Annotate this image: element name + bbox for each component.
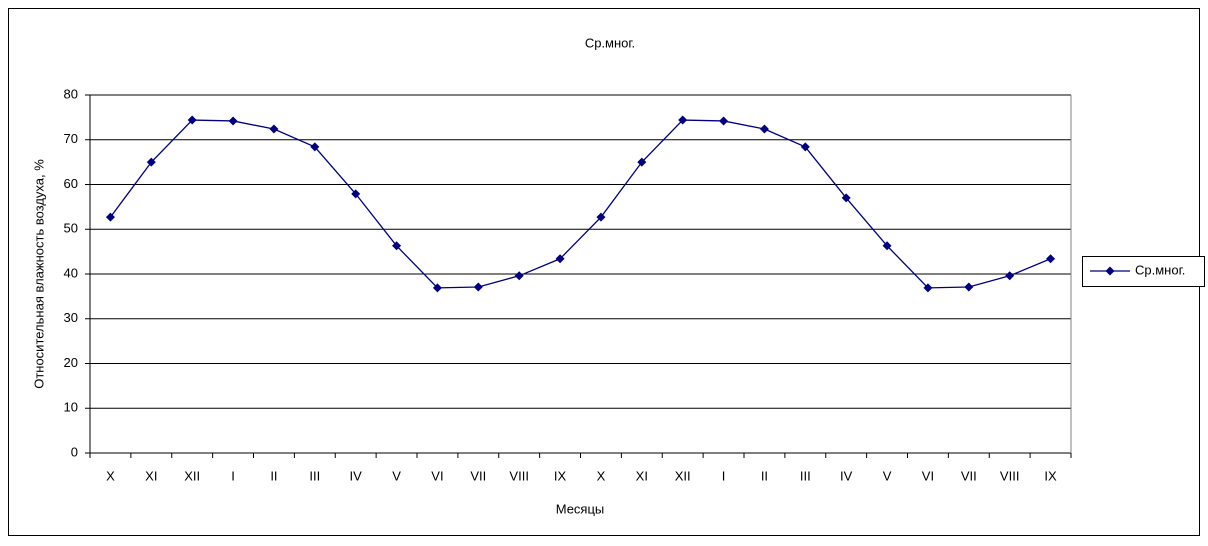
x-tick-label: VII [961, 468, 977, 483]
point [351, 189, 361, 199]
y-tick-label: 80 [64, 86, 78, 101]
x-tick-label: VI [431, 468, 443, 483]
chart-frame [8, 8, 1200, 536]
x-tick-label: II [270, 468, 277, 483]
y-tick-label: 0 [71, 444, 78, 459]
x-tick-label: VIII [1000, 468, 1020, 483]
x-tick-label: I [722, 468, 726, 483]
x-tick-label: III [309, 468, 320, 483]
x-tick-label: XI [145, 468, 157, 483]
y-axis-title: Относительная влажность воздуха, % [31, 159, 46, 389]
x-tick-label: X [597, 468, 606, 483]
y-tick-label: 30 [64, 310, 78, 325]
point [473, 282, 483, 292]
point [105, 212, 115, 222]
point [187, 115, 197, 125]
point [1046, 254, 1056, 264]
point [800, 142, 810, 152]
point [882, 241, 892, 251]
y-tick-label: 70 [64, 131, 78, 146]
point [310, 142, 320, 152]
x-tick-label: XI [636, 468, 648, 483]
x-tick-label: VII [470, 468, 486, 483]
point [596, 212, 606, 222]
x-tick-label: X [106, 468, 115, 483]
x-tick-label: IV [840, 468, 853, 483]
series-line [109, 119, 1051, 289]
y-tick-label: 50 [64, 221, 78, 236]
x-tick-label: XII [184, 468, 200, 483]
point [841, 193, 851, 203]
point [432, 283, 442, 293]
x-tick-label: V [392, 468, 401, 483]
x-tick-label: I [231, 468, 235, 483]
y-tick-label: 20 [64, 355, 78, 370]
point [964, 282, 974, 292]
point [392, 241, 402, 251]
point [759, 124, 769, 134]
point [228, 116, 238, 126]
y-tick-label: 40 [64, 265, 78, 280]
x-tick-label: VIII [509, 468, 529, 483]
x-tick-label: III [800, 468, 811, 483]
x-tick-label: IX [1044, 468, 1057, 483]
y-tick-label: 10 [64, 400, 78, 415]
point [555, 254, 565, 264]
x-tick-label: XII [675, 468, 691, 483]
point [1005, 271, 1015, 281]
point [637, 157, 647, 167]
point [678, 115, 688, 125]
chart-title: Ср.мног. [585, 35, 635, 50]
legend-marker [1105, 266, 1115, 276]
x-tick-label: V [883, 468, 892, 483]
x-tick-label: IV [350, 468, 363, 483]
legend-label: Ср.мног. [1135, 262, 1185, 277]
point [146, 157, 156, 167]
x-axis-title: Месяцы [556, 501, 605, 516]
x-tick-label: II [761, 468, 768, 483]
y-tick-label: 60 [64, 176, 78, 191]
x-tick-label: IX [554, 468, 567, 483]
point [923, 283, 933, 293]
point [269, 124, 279, 134]
point [719, 116, 729, 126]
x-tick-label: VI [922, 468, 934, 483]
point [514, 271, 524, 281]
